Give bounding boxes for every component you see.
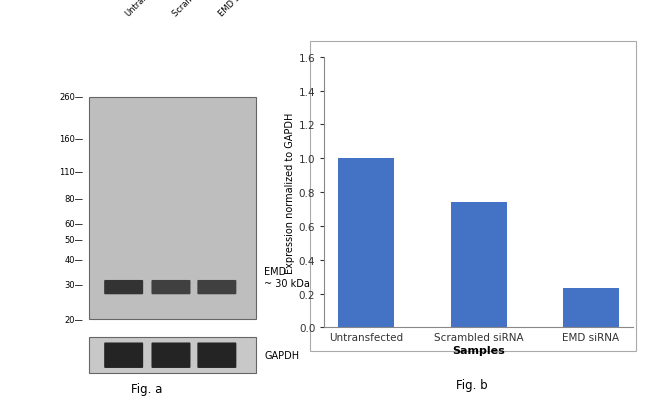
FancyBboxPatch shape (104, 342, 143, 368)
Bar (310, 42, 636, 351)
FancyBboxPatch shape (198, 342, 237, 368)
Text: Scrambled siRNA: Scrambled siRNA (171, 0, 229, 18)
Text: EMD SiRNA: EMD SiRNA (217, 0, 257, 18)
FancyBboxPatch shape (198, 280, 237, 295)
Text: 20—: 20— (64, 315, 84, 324)
Text: 60—: 60— (64, 220, 84, 229)
Text: GAPDH: GAPDH (264, 350, 299, 360)
Bar (89, 97, 255, 320)
Text: 80—: 80— (64, 195, 84, 204)
Bar (89, 338, 255, 373)
FancyBboxPatch shape (104, 280, 143, 295)
Text: 110—: 110— (59, 167, 84, 176)
Text: Untransfected: Untransfected (124, 0, 172, 18)
FancyBboxPatch shape (151, 280, 190, 295)
Text: 30—: 30— (64, 280, 84, 289)
Text: 160—: 160— (59, 135, 84, 144)
Text: Fig. a: Fig. a (131, 382, 162, 395)
Text: Fig. b: Fig. b (456, 378, 488, 391)
Text: 260—: 260— (59, 93, 84, 102)
FancyBboxPatch shape (151, 342, 190, 368)
Text: EMD
~ 30 kDa: EMD ~ 30 kDa (264, 267, 310, 288)
Text: 40—: 40— (64, 255, 84, 264)
Text: 50—: 50— (64, 236, 84, 245)
